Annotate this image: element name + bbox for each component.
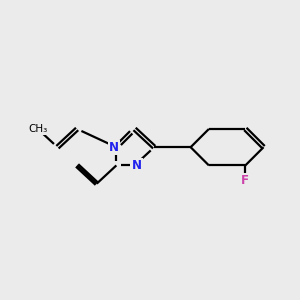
- Text: F: F: [241, 174, 249, 187]
- Text: N: N: [109, 141, 119, 154]
- Text: N: N: [132, 159, 142, 172]
- Text: CH₃: CH₃: [28, 124, 47, 134]
